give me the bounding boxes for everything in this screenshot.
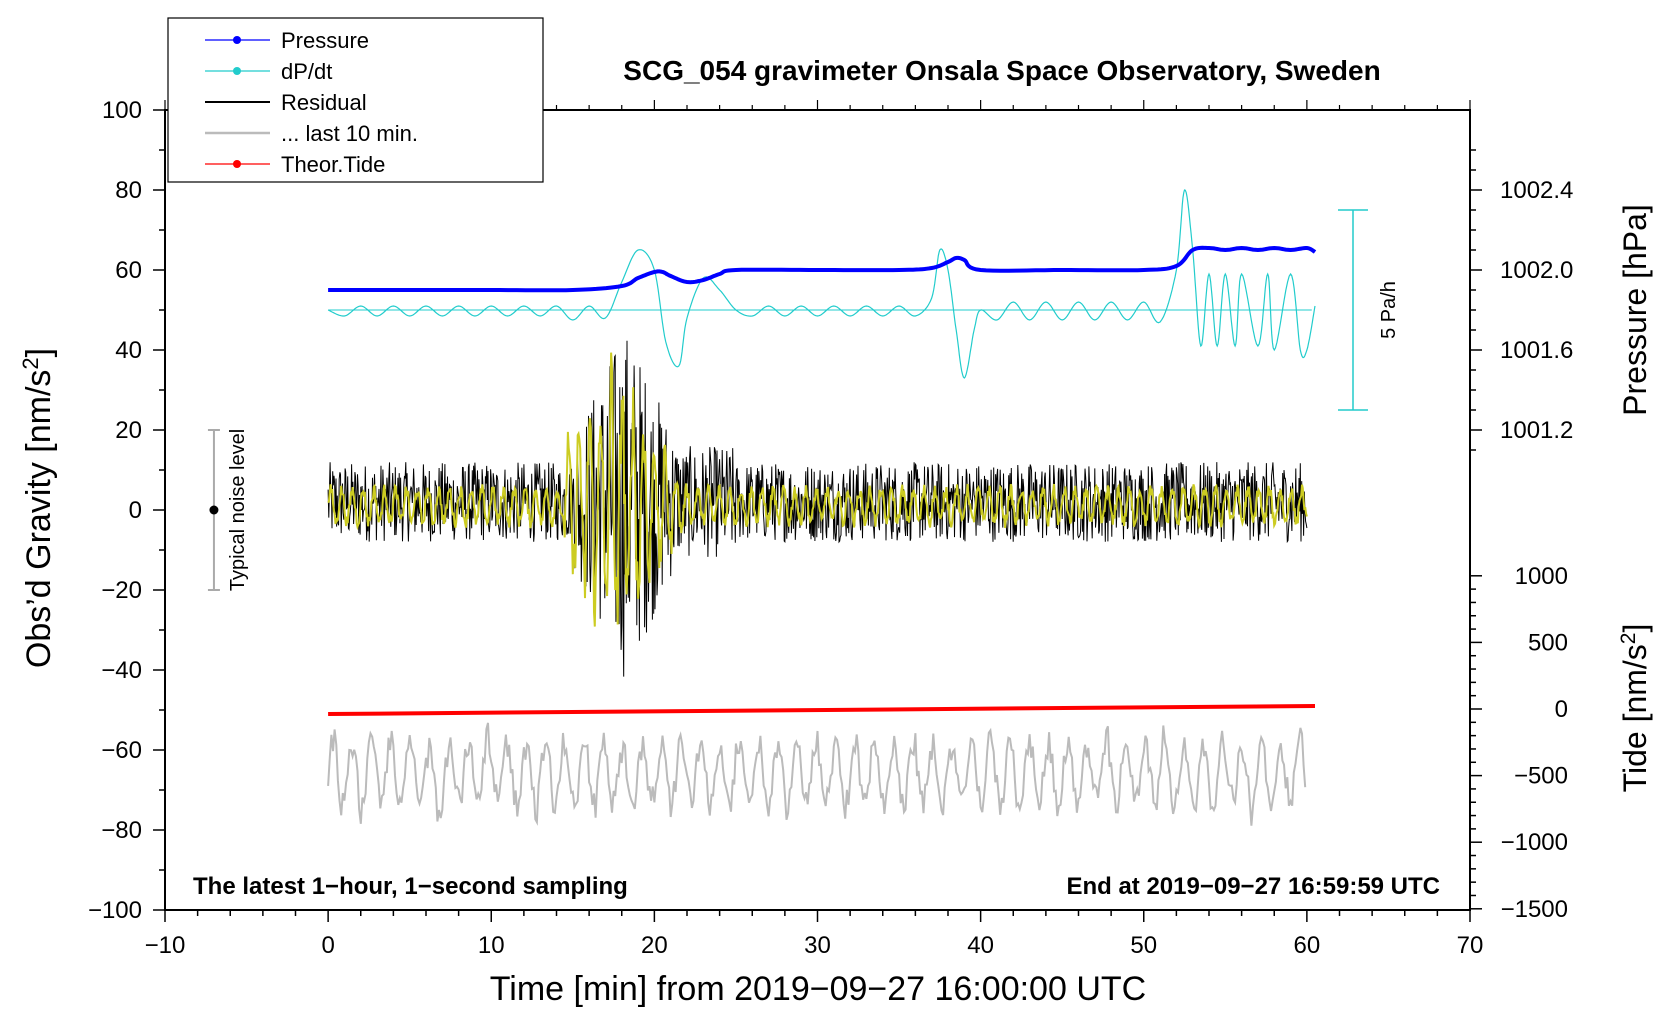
y-tick-label: −40 [101,657,142,684]
tide-tick-label: 1000 [1515,563,1568,590]
x-tick-label: −10 [145,932,186,959]
annotation-sampling: The latest 1−hour, 1−second sampling [193,873,628,900]
y-tick-label: 0 [129,497,142,524]
y-tick-label: 80 [115,177,142,204]
x-tick-label: 20 [641,932,668,959]
legend-label: Theor.Tide [281,152,385,177]
tide-tick-label: −500 [1514,763,1568,790]
theor-tide-line [328,704,1316,716]
legend-box [167,17,544,183]
scale-bar-label: 5 Pa/h [1378,281,1400,339]
tide-tick-label: −1000 [1501,829,1568,856]
y-tick-label: 20 [115,417,142,444]
y-tick-label: 40 [115,337,142,364]
pressure-axis-ticks: 1002.4 1002.0 1001.6 1001.2 [1470,149,1573,451]
x-tick-label: 60 [1294,932,1321,959]
legend: Pressure dP/dt Residual ... last 10 min. The… [167,17,544,183]
tide-tick-label: 500 [1528,629,1568,656]
tide-tick-label: 0 [1555,696,1568,723]
filtered-residual-line [327,352,1308,627]
pressure-tick-label: 1001.6 [1500,337,1573,364]
y-tick-label: −100 [88,897,142,924]
pressure-tick-label: 1002.4 [1500,177,1573,204]
y-tick-label: 100 [102,97,142,124]
pressure-tick-label: 1002.0 [1500,257,1573,284]
y-tick-label: 60 [115,257,142,284]
y-axis-label-left: Obs’d Gravity [nm/s2] [18,348,59,668]
y-tick-label: −60 [101,737,142,764]
chart-title: SCG_054 gravimeter Onsala Space Observat… [623,55,1380,86]
x-axis-label: Time [min] from 2019−09−27 16:00:00 UTC [490,970,1146,1008]
last-10-min-line [327,722,1307,826]
legend-label: ... last 10 min. [281,121,418,146]
legend-label: dP/dt [281,59,332,84]
dpdt-line [327,189,1316,379]
x-tick-label: 40 [967,932,994,959]
y-axis-label-pressure: Pressure [hPa] [1617,204,1653,416]
x-tick-label: 10 [478,932,505,959]
pressure-line [328,245,1317,293]
y-axis-label-tide: Tide [nm/s2] [1617,624,1654,793]
dpdt-scale-bar: 5 Pa/h [1338,209,1400,411]
legend-marker [233,160,241,168]
tide-tick-label: −1500 [1501,896,1568,923]
y-axis-ticks: 100 80 60 40 20 0 −20 −40 −60 −80 −100 [88,97,165,924]
tide-axis-ticks: 1000 500 0 −500 −1000 −1500 [1470,563,1568,923]
pressure-tick-label: 1001.2 [1500,417,1573,444]
legend-marker [233,67,241,75]
y-tick-label: −20 [101,577,142,604]
annotation-end-time: End at 2019−09−27 16:59:59 UTC [1066,873,1440,900]
noise-level-label: Typical noise level [227,429,249,591]
legend-marker [233,36,241,44]
noise-level-dot [209,505,219,515]
x-tick-label: 50 [1130,932,1157,959]
x-tick-label: 30 [804,932,831,959]
y-tick-label: −80 [101,817,142,844]
x-tick-label: 70 [1457,932,1484,959]
legend-label: Residual [281,90,367,115]
noise-level-indicator: Typical noise level [207,429,249,591]
series-layer [327,189,1317,826]
legend-label: Pressure [281,28,369,53]
x-tick-label: 0 [321,932,334,959]
